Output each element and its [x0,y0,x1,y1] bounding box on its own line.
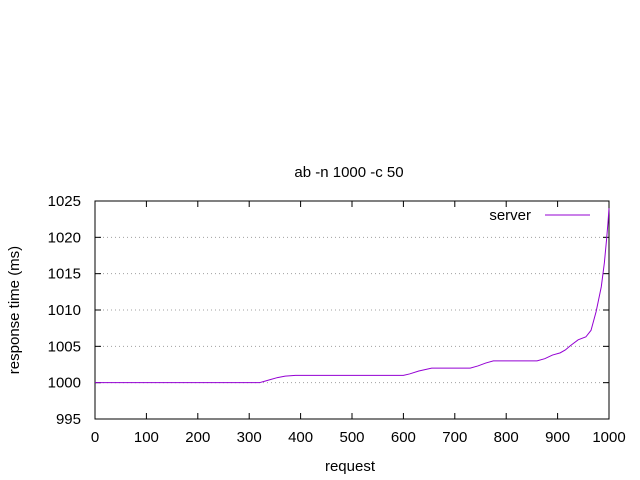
x-tick-label: 0 [91,429,99,446]
y-tick-label: 1025 [48,193,81,210]
chart-title: ab -n 1000 -c 50 [294,164,403,181]
series-layer [95,208,610,384]
x-tick-label: 900 [545,429,570,446]
y-axis-ticks: 995 1000 1005 1010 1015 1020 1025 [48,193,609,428]
series-line-server [95,208,610,384]
y-axis-label: response time (ms) [6,246,23,374]
x-tick-label: 200 [185,429,210,446]
x-tick-label: 600 [391,429,416,446]
y-tick-label: 1015 [48,266,81,283]
y-tick-label: 1000 [48,375,81,392]
x-tick-label: 400 [288,429,313,446]
y-tick-label: 1010 [48,302,81,319]
legend-label-server: server [489,207,531,224]
grid-lines [95,236,609,384]
x-tick-label: 300 [237,429,262,446]
x-tick-label: 700 [442,429,467,446]
x-axis-ticks: 0 100 200 300 400 500 600 700 800 900 1000 [91,201,626,446]
y-tick-label: 1005 [48,338,81,355]
x-tick-label: 1000 [592,429,625,446]
x-tick-label: 100 [134,429,159,446]
legend: server [489,207,590,224]
x-axis-label: request [325,458,376,475]
y-tick-label: 1020 [48,229,81,246]
y-tick-label: 995 [56,411,81,428]
x-tick-label: 800 [494,429,519,446]
x-tick-label: 500 [339,429,364,446]
